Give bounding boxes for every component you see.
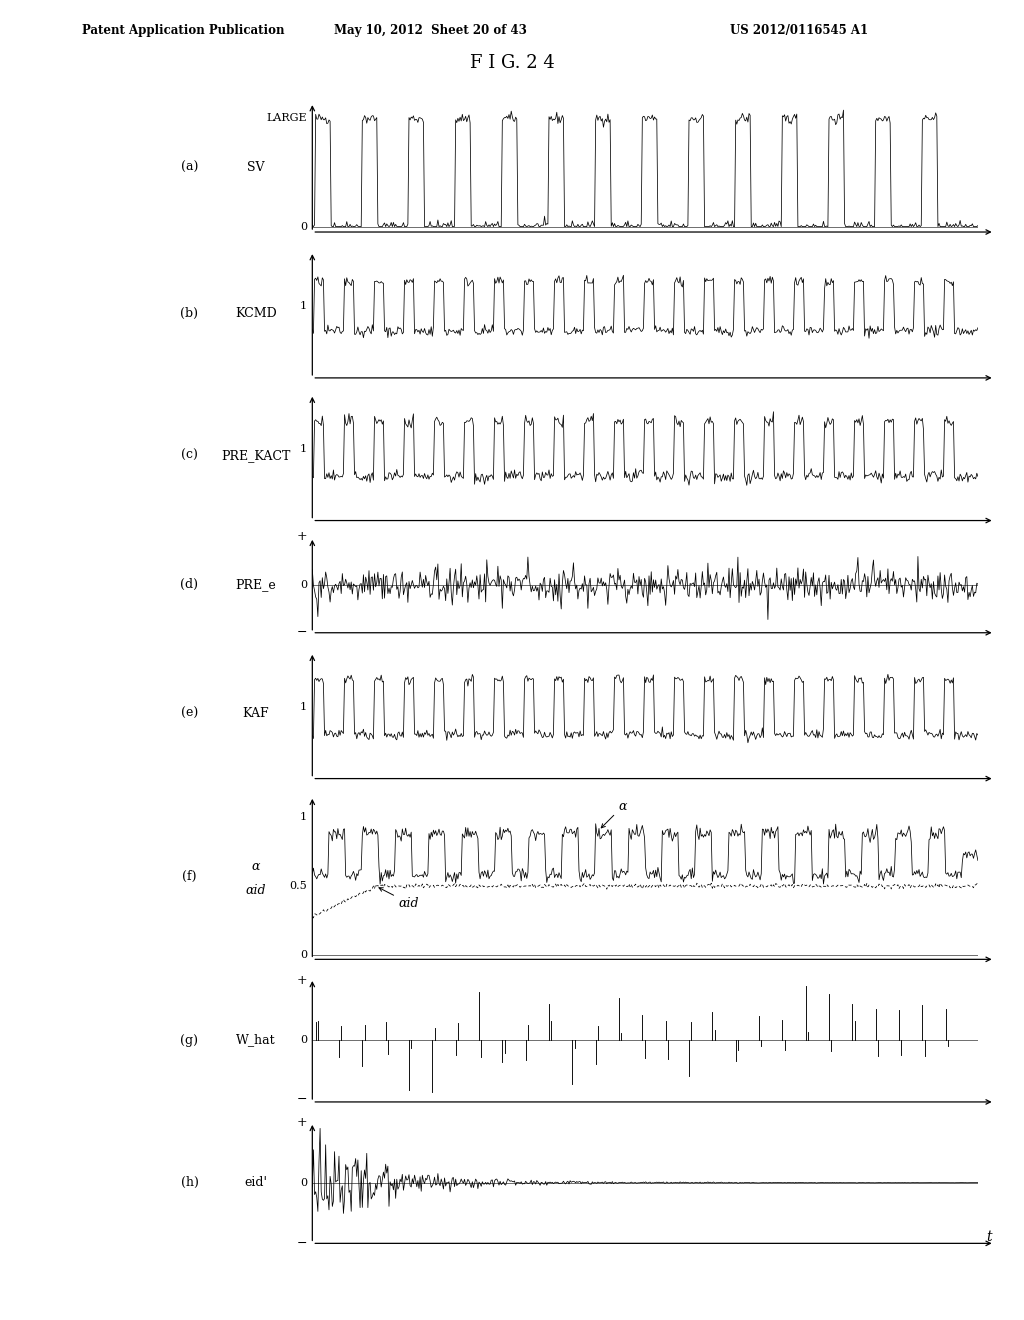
Text: +: + [296,531,307,544]
Text: 0: 0 [300,1177,307,1188]
Text: 1: 1 [300,444,307,454]
Text: (b): (b) [180,306,199,319]
Text: 0: 0 [300,950,307,960]
Text: αid: αid [246,883,266,896]
Text: PRE_e: PRE_e [236,578,276,591]
Text: 1: 1 [300,702,307,711]
Text: eid': eid' [245,1176,267,1189]
Text: F I G. 2 4: F I G. 2 4 [470,54,554,73]
Text: α: α [601,800,627,828]
Text: αid: αid [379,888,420,909]
Text: −: − [297,1237,307,1250]
Text: (c): (c) [181,449,198,462]
Text: 1: 1 [300,301,307,312]
Text: W_hat: W_hat [237,1034,275,1047]
Text: Patent Application Publication: Patent Application Publication [82,24,285,37]
Text: 0: 0 [300,579,307,590]
Text: SV: SV [247,161,265,174]
Text: (d): (d) [180,578,199,591]
Text: (a): (a) [181,161,198,174]
Text: US 2012/0116545 A1: US 2012/0116545 A1 [730,24,867,37]
Text: (h): (h) [180,1176,199,1189]
Text: +: + [296,1115,307,1129]
Text: May 10, 2012  Sheet 20 of 43: May 10, 2012 Sheet 20 of 43 [334,24,526,37]
Text: 0: 0 [300,1035,307,1045]
Text: t: t [986,1230,991,1243]
Text: KAF: KAF [243,708,269,721]
Text: (g): (g) [180,1034,199,1047]
Text: PRE_KACT: PRE_KACT [221,449,291,462]
Text: LARGE: LARGE [266,114,307,124]
Text: (e): (e) [181,708,198,721]
Text: 1: 1 [300,812,307,822]
Text: −: − [297,626,307,639]
Text: 0.5: 0.5 [289,880,307,891]
Text: KCMD: KCMD [236,306,276,319]
Text: +: + [296,974,307,987]
Text: −: − [297,1093,307,1106]
Text: 0: 0 [300,222,307,231]
Text: (f): (f) [182,870,197,883]
Text: α: α [252,859,260,873]
